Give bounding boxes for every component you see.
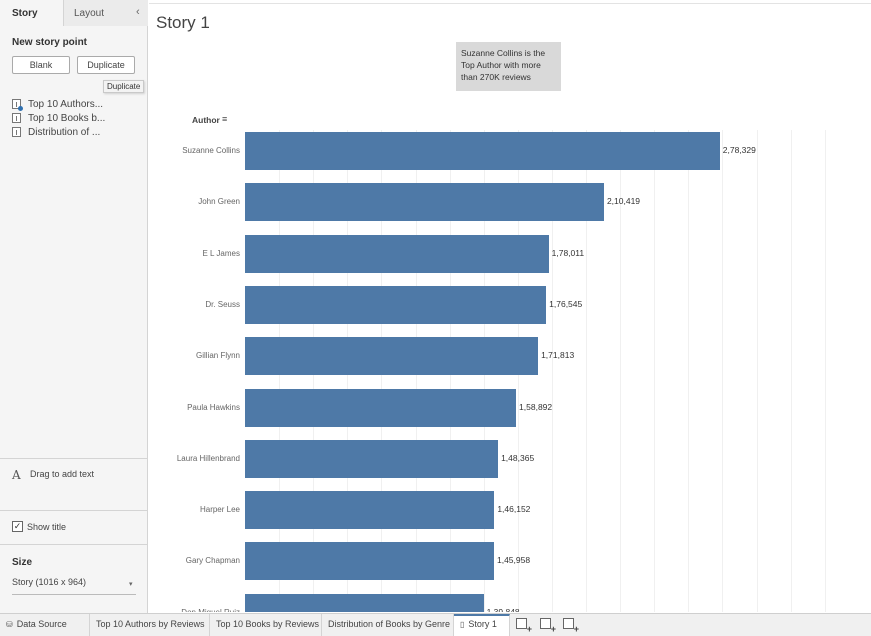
author-label: Gary Chapman [185, 556, 240, 566]
author-label: Don Miguel Ruiz [160, 608, 240, 612]
bar-value-label: 1,39,848 [486, 606, 520, 612]
worksheet-icon [12, 113, 21, 123]
author-label: Gillian Flynn [195, 351, 240, 361]
bar-value-label: 1,48,365 [501, 452, 535, 463]
chevron-down-icon[interactable]: ▾ [129, 581, 133, 588]
blank-button[interactable]: Blank [12, 56, 70, 74]
sheet-item-label: Distribution of ... [28, 126, 101, 138]
gridline [790, 130, 792, 612]
sheet-item-top10-books[interactable]: Top 10 Books b... [12, 111, 144, 125]
show-title-checkbox[interactable]: ✓ [12, 521, 23, 532]
tab-layout[interactable]: Layout [64, 0, 148, 26]
worksheet-icon [12, 127, 21, 137]
drag-to-add-text[interactable]: A Drag to add text [0, 458, 148, 510]
bar[interactable] [245, 593, 484, 612]
bar-value-label: 2,78,329 [722, 145, 756, 155]
bar[interactable] [245, 285, 547, 324]
annotation-box[interactable]: Suzanne Collins is the Top Author with m… [456, 42, 561, 91]
size-select[interactable]: Story (1016 x 964) [12, 577, 87, 587]
tab-story[interactable]: Story [0, 0, 64, 26]
author-label: Suzanne Collins [182, 146, 240, 155]
text-icon: A [12, 468, 21, 482]
bar[interactable] [245, 234, 549, 273]
drag-text-label: Drag to add text [30, 469, 95, 479]
bar-value-label: 2,10,419 [606, 196, 641, 207]
new-story-point-label: New story point [12, 37, 88, 48]
bar-value-label: 1,76,545 [549, 298, 583, 309]
size-section: Size Story (1016 x 964) ▾ [0, 544, 148, 613]
size-select-underline [12, 594, 136, 595]
tab-data-source[interactable]: ⛁ Data Source [0, 614, 90, 636]
bar[interactable] [245, 183, 604, 222]
show-title-option: ✓ Show title [0, 510, 148, 544]
new-dashboard-icon[interactable] [540, 618, 556, 634]
gridline [586, 130, 587, 612]
gridline [824, 130, 826, 612]
duplicate-tooltip: Duplicate [103, 80, 145, 93]
story-navigator-strip [149, 0, 871, 4]
gridline [756, 130, 758, 612]
tab-label: Data Source [16, 619, 67, 629]
new-story-icon[interactable] [563, 618, 579, 634]
author-label: Dr. Seuss [205, 299, 240, 309]
size-label: Size [12, 557, 33, 568]
author-label: Harper Lee [199, 505, 240, 515]
tab-top10-authors[interactable]: Top 10 Authors by Reviews [90, 614, 210, 636]
bar[interactable] [245, 491, 495, 530]
tab-label: Story 1 [468, 619, 497, 629]
collapse-pane-icon[interactable]: ‹ [136, 6, 140, 18]
author-label: E L James [202, 248, 241, 258]
duplicate-button[interactable]: Duplicate [77, 56, 135, 74]
show-title-label: Show title [27, 522, 67, 532]
sort-icon[interactable]: ≡ [222, 114, 228, 124]
bar[interactable] [245, 542, 494, 581]
tab-top10-books[interactable]: Top 10 Books by Reviews [210, 614, 322, 636]
bar-value-label: 1,71,813 [541, 350, 575, 361]
bar[interactable] [245, 132, 720, 170]
new-worksheet-icon[interactable] [516, 618, 532, 634]
sheet-item-label: Top 10 Authors... [28, 98, 104, 110]
gridline [688, 130, 690, 612]
author-label: Paula Hawkins [187, 402, 240, 412]
gridline [654, 130, 656, 612]
bar-value-label: 1,78,011 [551, 247, 585, 258]
sheet-item-label: Top 10 Books b... [28, 112, 106, 124]
bar-value-label: 1,58,892 [519, 401, 553, 412]
author-header: Author [192, 115, 220, 125]
gridline [722, 130, 724, 612]
author-label: Laura Hillenbrand [176, 453, 240, 463]
sheet-item-distribution[interactable]: Distribution of ... [12, 125, 144, 139]
tab-story1[interactable]: ▯ Story 1 [454, 614, 510, 636]
sheet-item-top10-authors[interactable]: Top 10 Authors... [12, 97, 144, 111]
story-pane: Story Layout ‹ New story point Blank Dup… [0, 0, 148, 613]
author-label: John Green [198, 197, 240, 207]
bar-chart: Author ≡ Suzanne Collins 2,78,329 John Gre… [160, 108, 860, 612]
bar-value-label: 1,46,152 [497, 504, 531, 515]
bar[interactable] [245, 337, 539, 376]
bar-value-label: 1,45,958 [496, 555, 531, 566]
bar[interactable] [245, 439, 499, 478]
tab-distribution[interactable]: Distribution of Books by Genre [322, 614, 454, 636]
pane-tabs: Story Layout ‹ [0, 0, 148, 26]
story-icon: ▯ [460, 620, 465, 629]
bar[interactable] [245, 388, 517, 427]
database-icon: ⛁ [6, 620, 13, 629]
gridline [620, 130, 622, 612]
sheet-list: Top 10 Authors... Top 10 Books b... Dist… [12, 97, 144, 139]
worksheet-icon [12, 99, 23, 111]
story-title: Story 1 [156, 13, 210, 32]
sheet-tab-bar: ⛁ Data Source Top 10 Authors by Reviews T… [0, 613, 871, 636]
gridline [551, 130, 553, 612]
